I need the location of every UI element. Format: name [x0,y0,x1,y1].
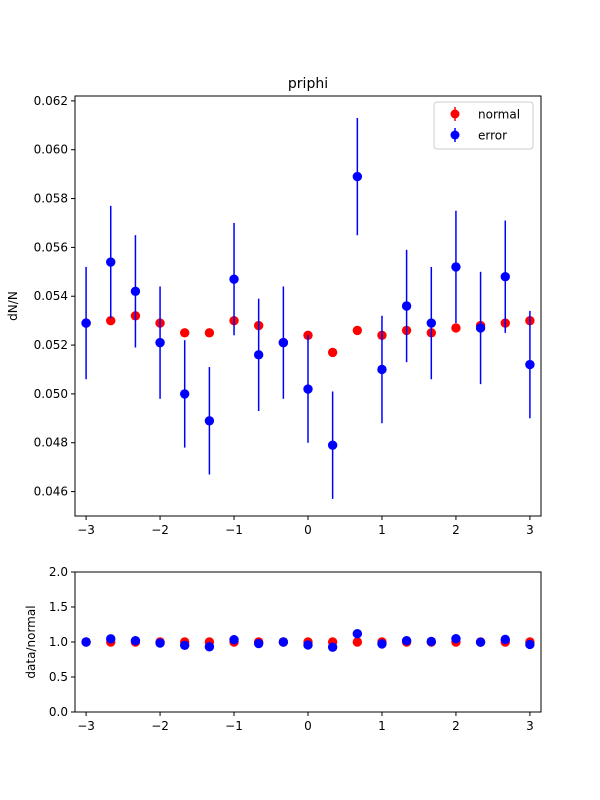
x-tick-label: −2 [151,523,169,537]
normal-point [327,347,338,358]
y-tick-label: 0.058 [34,192,68,206]
y-tick-label: 0.056 [34,240,68,254]
error-point [278,337,289,348]
legend-normal-marker [450,109,460,119]
y-tick-label: 0.052 [34,338,68,352]
error-point [327,440,338,450]
normal-point [106,315,116,326]
error-point [401,635,412,646]
legend-error-marker [450,130,460,140]
y-tick-label: 0.062 [34,94,68,108]
y-tick-label: 1.0 [49,635,68,649]
error-point [278,637,289,647]
y-tick-label: 0.0 [49,705,68,719]
legend: normal error [433,101,534,150]
error-point [475,323,486,333]
x-tick-label: 2 [452,523,460,537]
ratio-y-axis-label: data/normal [24,605,38,678]
error-point [155,638,165,648]
error-point [500,271,510,282]
normal-point [204,328,215,338]
error-point [130,286,141,297]
error-point [204,416,215,426]
legend-item-normal: normal [450,107,520,122]
error-point [525,359,535,370]
error-point [204,642,215,652]
error-point [377,639,387,649]
y-axis-label: dN/N [6,291,20,321]
error-point [303,640,313,650]
y-tick-label: 0.048 [34,436,68,450]
error-point [106,257,116,267]
error-point [377,364,387,375]
error-point [81,637,91,647]
normal-point [179,328,190,338]
error-point [352,171,363,182]
error-point [401,301,412,311]
ratio-plot-panel: data/normal −3 −2 −1 0 1 2 3 0.0 0.5 1.0 1.5 2.0 [24,565,542,733]
error-point [451,634,461,644]
bottom-axes-ticks: −3 −2 −1 0 1 2 3 0.0 0.5 1.0 1.5 2.0 [49,565,534,733]
chart-title: priphi [288,76,328,92]
error-point [81,318,91,328]
error-point [106,634,116,644]
x-tick-label: 3 [526,523,534,537]
error-point [229,635,239,645]
error-point [451,262,461,272]
series-error [81,117,535,499]
x-tick-label: 1 [378,523,386,537]
legend-item-error: error [450,128,507,143]
bottom-data-marks [81,628,535,652]
series-error [81,628,535,652]
x-tick-label: −3 [77,719,95,733]
y-tick-label: 0.054 [34,289,68,303]
y-tick-label: 1.5 [49,600,68,614]
y-tick-label: 0.5 [49,670,68,684]
normal-point [352,637,363,647]
error-point [179,640,190,651]
legend-label-error: error [478,129,507,143]
y-tick-label: 0.060 [34,143,68,157]
x-tick-label: −2 [151,719,169,733]
error-point [500,634,510,645]
error-point [426,318,437,328]
error-point [525,639,535,650]
x-tick-label: 1 [378,719,386,733]
error-point [475,637,486,647]
error-point [179,389,190,399]
x-tick-label: 2 [452,719,460,733]
bottom-axes-frame [74,571,542,713]
error-point [253,638,264,649]
y-tick-label: 0.050 [34,387,68,401]
y-tick-label: 2.0 [49,565,68,579]
legend-label-normal: normal [478,108,520,122]
x-tick-label: 3 [526,719,534,733]
top-axes-ticks: −3 −2 −1 0 1 2 3 0.046 0.048 0.050 0.052 0.054 0.056… [34,94,534,537]
x-tick-label: 0 [304,719,312,733]
error-point [130,635,141,646]
x-tick-label: −1 [225,523,243,537]
error-point [229,274,239,284]
error-point [303,384,313,394]
top-axes-frame [74,95,542,517]
error-point [155,337,165,348]
normal-point [352,325,363,336]
normal-point [451,323,461,333]
x-tick-label: −3 [77,523,95,537]
x-tick-label: 0 [304,523,312,537]
error-point [352,628,363,639]
error-point [253,350,264,360]
x-tick-label: −1 [225,719,243,733]
main-plot-panel: priphi dN/N −3 −2 −1 0 1 2 3 0.046 0.048 0.050 0.0… [6,76,542,537]
normal-point [303,330,313,341]
top-data-marks [81,117,535,499]
error-point [327,642,338,652]
error-point [426,636,437,647]
y-tick-label: 0.046 [34,485,68,499]
